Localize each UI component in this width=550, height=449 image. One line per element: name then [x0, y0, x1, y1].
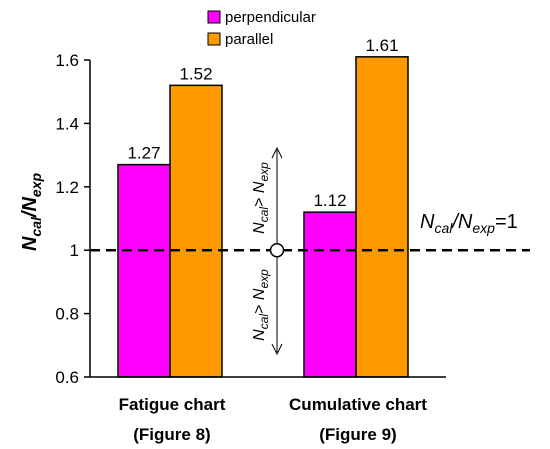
legend-label-parallel: parallel: [225, 31, 273, 48]
annotation-upper: Ncal> Nexp: [251, 162, 271, 234]
y-axis-label: Ncal/Nexp: [19, 173, 44, 252]
category-sublabel-cumulative: (Figure 9): [319, 425, 396, 444]
y-tick-label: 1: [70, 241, 79, 260]
legend-swatch-parallel: [207, 32, 221, 46]
bar-value-label: 1.61: [365, 36, 398, 55]
bar-value-label: 1.52: [179, 64, 212, 83]
bar-perpendicular: [117, 163, 171, 378]
category-label-fatigue: Fatigue chart: [119, 395, 226, 414]
bar-parallel: [169, 84, 223, 378]
reference-point-circle: [269, 242, 285, 258]
arrow-up-head: [271, 146, 283, 159]
annotation-lower: Ncal> Nexp: [251, 269, 271, 341]
y-tick-label: 1.2: [55, 178, 79, 197]
legend-swatch-perpendicular: [207, 10, 221, 24]
legend-label-perpendicular: perpendicular: [225, 9, 316, 26]
bar-parallel: [355, 56, 409, 378]
direction-arrows: [269, 146, 285, 356]
y-axis-ticks: 0.6 0.8 1 1.2 1.4 1.6: [55, 51, 90, 387]
bar-value-label: 1.27: [127, 144, 160, 163]
y-tick-label: 1.6: [55, 51, 79, 70]
bar-value-label: 1.12: [313, 191, 346, 210]
bars: 1.27 1.52 1.12 1.61: [117, 36, 409, 378]
bar-perpendicular: [303, 211, 357, 378]
y-tick-label: 0.6: [55, 368, 79, 387]
y-tick-label: 1.4: [55, 114, 79, 133]
reference-line-label: Ncal/Nexp=1: [420, 211, 518, 236]
legend: perpendicular parallel: [207, 9, 316, 48]
category-sublabel-fatigue: (Figure 8): [133, 425, 210, 444]
arrow-down-head: [271, 343, 283, 356]
category-label-cumulative: Cumulative chart: [289, 395, 427, 414]
y-tick-label: 0.8: [55, 305, 79, 324]
